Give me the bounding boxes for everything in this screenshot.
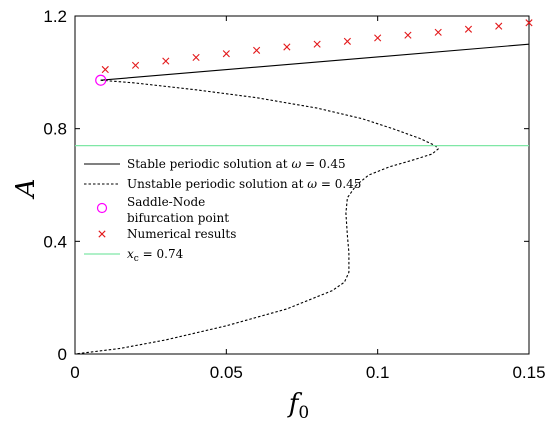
numerical-result-marker xyxy=(131,61,140,69)
numerical-result-marker xyxy=(162,57,170,65)
numerical-result-marker xyxy=(192,53,200,61)
numerical-result-marker xyxy=(283,43,291,51)
x-axis-label: f0 xyxy=(287,389,309,421)
legend-label: xc = 0.74 xyxy=(127,247,184,264)
numerical-result-marker xyxy=(374,34,382,42)
numerical-result-marker xyxy=(464,25,473,33)
series-layer xyxy=(74,19,533,355)
legend-label: Unstable periodic solution at ω = 0.45 xyxy=(127,177,361,191)
x-tick-label: 0.15 xyxy=(512,363,545,382)
legend-label: Saddle-Node xyxy=(127,195,205,209)
plot-area xyxy=(74,15,530,355)
numerical-result-marker xyxy=(495,22,503,30)
numerical-result-marker xyxy=(313,40,321,48)
legend-label: Stable periodic solution at ω = 0.45 xyxy=(127,157,346,171)
y-tick-label: 0.8 xyxy=(43,120,67,139)
legend-label-line2: bifurcation point xyxy=(127,211,229,225)
series-line xyxy=(74,79,439,355)
numerical-result-marker xyxy=(253,46,261,54)
x-tick-label: 0.1 xyxy=(366,363,390,382)
legend: Stable periodic solution at ω = 0.45 Unst… xyxy=(84,157,361,264)
legend-swatch xyxy=(96,202,108,214)
numerical-result-marker xyxy=(525,19,533,27)
saddle-node-marker xyxy=(95,74,107,86)
numerical-result-marker xyxy=(222,50,230,58)
x-tick-label: 0 xyxy=(70,363,79,382)
x-tick-label: 0.05 xyxy=(210,363,243,382)
numerical-result-marker xyxy=(434,28,442,36)
legend-label: Numerical results xyxy=(127,227,236,241)
ticks-layer: 0 0.05 0.1 0.15 0 0.4 0.8 1.2 xyxy=(43,7,545,382)
y-axis-label: A xyxy=(11,179,41,200)
numerical-result-marker xyxy=(343,37,351,45)
series-line xyxy=(100,43,530,81)
numerical-result-marker xyxy=(101,65,109,74)
y-tick-label: 0.4 xyxy=(43,232,67,251)
legend-swatch xyxy=(98,230,106,238)
y-tick-label: 1.2 xyxy=(43,7,67,26)
numerical-result-marker xyxy=(404,31,412,39)
y-tick-label: 0 xyxy=(58,345,67,364)
x-axis-label-sub: 0 xyxy=(298,403,309,421)
